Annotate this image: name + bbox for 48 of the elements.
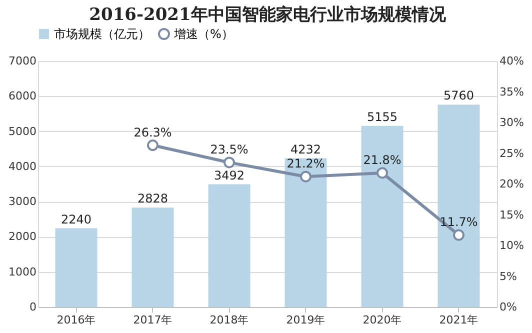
bar xyxy=(132,208,174,307)
chart-title: 2016-2021年中国智能家电行业市场规模情况 xyxy=(89,5,447,25)
data-label: 2828 xyxy=(137,192,168,206)
bar xyxy=(55,228,98,307)
data-label: 11.7% xyxy=(440,215,478,230)
y2-tick-label: 0% xyxy=(500,300,517,314)
bar xyxy=(361,126,404,307)
x-tick-label: 2017年 xyxy=(133,314,172,326)
x-tick-label: 2016年 xyxy=(56,314,96,326)
point xyxy=(300,170,312,182)
y-tick-label: 1000 xyxy=(8,265,36,278)
y-tick-label: 2000 xyxy=(8,230,36,244)
y-tick-label: 7000 xyxy=(8,54,36,68)
y-tick-label: 6000 xyxy=(8,90,36,103)
legend-label: 市场规模（亿元） xyxy=(54,27,150,41)
y-tick-label: 5000 xyxy=(8,124,36,138)
y-tick-label: 0 xyxy=(30,300,36,314)
y2-tick-label: 30% xyxy=(500,116,524,129)
y-tick-label: 4000 xyxy=(8,160,36,173)
data-label: 21.2% xyxy=(286,156,325,171)
x-tick-label: 2019年 xyxy=(286,314,326,326)
data-label: 5760 xyxy=(443,88,474,103)
data-label: 4232 xyxy=(290,142,322,156)
legend-label: 增速（%） xyxy=(173,27,234,41)
point xyxy=(147,140,158,151)
bar xyxy=(438,104,480,307)
data-label: 26.3% xyxy=(134,125,172,140)
y2-tick-label: 15% xyxy=(500,208,524,222)
x-tick-label: 2018年 xyxy=(210,314,249,326)
x-tick-label: 2021年 xyxy=(439,314,478,326)
bar xyxy=(284,158,327,307)
point xyxy=(224,156,235,168)
y-tick-label: 3000 xyxy=(8,195,36,208)
y2-tick-label: 20% xyxy=(500,178,524,190)
y2-tick-label: 35% xyxy=(500,85,524,98)
point xyxy=(453,229,464,241)
x-tick-label: 2020年 xyxy=(362,314,402,326)
y2-tick-label: 40% xyxy=(500,54,524,68)
y2-tick-label: 10% xyxy=(500,239,524,252)
data-label: 2240 xyxy=(60,212,92,226)
data-label: 3492 xyxy=(214,168,245,182)
y2-tick-label: 5% xyxy=(500,270,517,283)
point xyxy=(376,167,388,179)
y2-tick-label: 25% xyxy=(500,146,524,160)
data-label: 23.5% xyxy=(210,142,248,156)
data-label: 21.8% xyxy=(363,152,402,167)
bar xyxy=(208,184,250,307)
data-label: 5155 xyxy=(366,110,398,124)
